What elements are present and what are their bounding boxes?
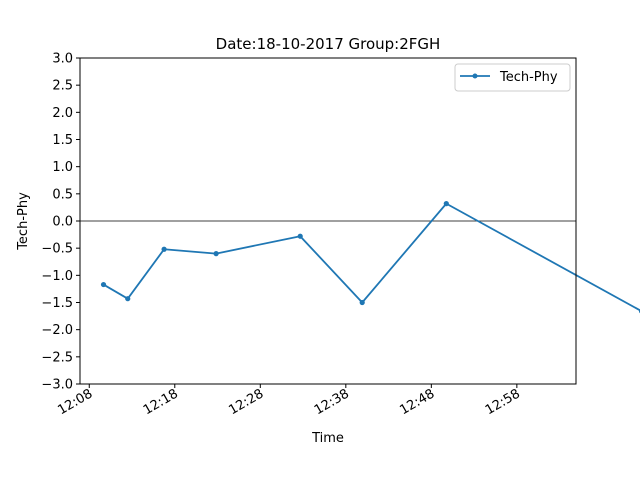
y-tick-label: −1.0 [41, 269, 73, 284]
x-tick-label: 12:18 [141, 386, 181, 418]
y-tick-label: 2.0 [52, 106, 73, 121]
x-tick-label: 12:28 [226, 386, 266, 418]
data-point [213, 251, 219, 257]
data-point [100, 281, 107, 288]
y-tick-label: −2.0 [41, 323, 73, 338]
data-point [161, 246, 167, 252]
y-tick-label: 3.0 [52, 52, 73, 67]
chart-title: Date:18-10-2017 Group:2FGH [216, 35, 441, 53]
legend-series-marker [472, 73, 478, 79]
data-point [125, 296, 131, 302]
y-tick-label: −2.5 [41, 350, 73, 365]
y-tick-label: 1.0 [52, 160, 73, 175]
y-tick-label: 0.5 [52, 187, 73, 202]
y-tick-label: −0.5 [41, 242, 73, 257]
legend: Tech-Phy [454, 63, 571, 92]
data-point [297, 233, 303, 239]
x-tick-label: 12:38 [312, 386, 352, 418]
legend-label: Tech-Phy [499, 70, 558, 85]
y-tick-label: 2.5 [52, 79, 73, 94]
legend-box [454, 63, 571, 92]
x-tick-label: 12:58 [483, 386, 523, 418]
y-tick-label: −1.5 [41, 296, 73, 311]
y-axis-label: Tech-Phy [16, 192, 31, 251]
x-axis-label: Time [311, 431, 344, 446]
data-point [443, 201, 449, 207]
series-line [103, 202, 640, 312]
y-tick-label: 0.0 [52, 215, 73, 230]
data-point [359, 299, 365, 306]
x-tick-label: 12:48 [397, 386, 437, 418]
y-tick-label: −3.0 [41, 378, 73, 393]
y-tick-label: 1.5 [52, 133, 73, 148]
